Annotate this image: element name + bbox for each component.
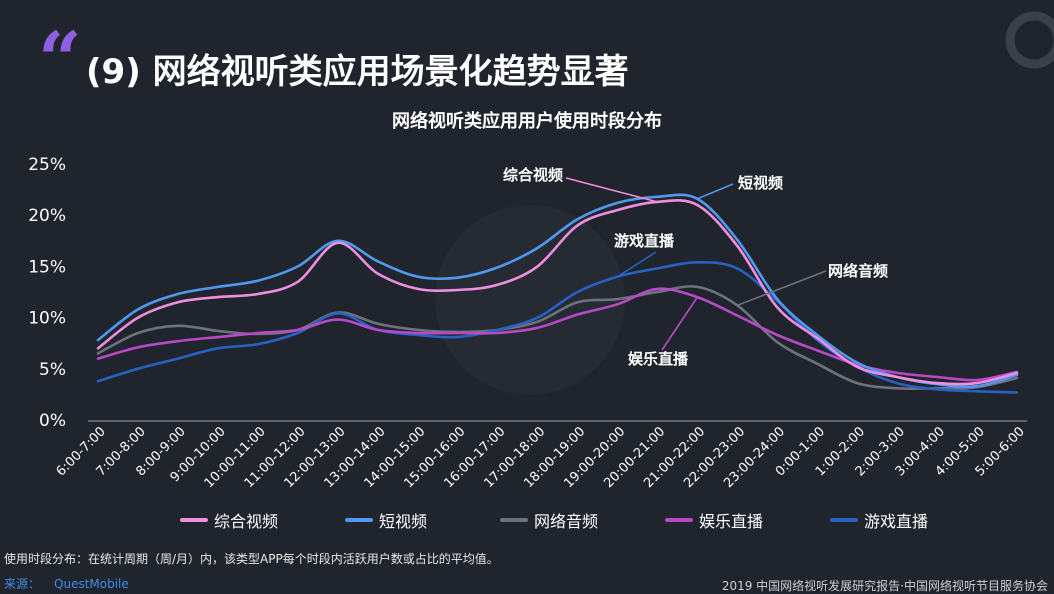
annotation-connector: [697, 183, 734, 200]
legend-swatch: [180, 518, 208, 522]
annotation-label: 综合视频: [503, 166, 563, 184]
annotation-connector: [565, 177, 658, 203]
legend-label: 游戏直播: [864, 512, 929, 531]
series-line-2: [96, 193, 1019, 389]
source-label: 来源：: [4, 577, 41, 591]
chart-legend: 综合视频 短视频 网络音频 娱乐直播 游戏直播: [0, 508, 1054, 532]
annotation-label: 短视频: [738, 174, 783, 192]
legend-label: 娱乐直播: [699, 512, 764, 531]
annotation-label: 娱乐直播: [628, 350, 689, 368]
legend-label: 短视频: [379, 512, 428, 531]
y-tick-label: 10%: [28, 309, 66, 329]
quote-icon: “: [38, 15, 82, 104]
footnote: 使用时段分布：在统计周期（周/月）内，该类型APP每个时段内活跃用户数或占比的平…: [4, 552, 499, 566]
source-name: QuestMobile: [54, 577, 129, 591]
legend-item-duanshipin: 短视频: [345, 508, 427, 532]
legend-item-wangluoyinpin: 网络音频: [500, 508, 598, 532]
legend-item-youxizhibo: 游戏直播: [830, 508, 928, 532]
annotation-connector: [661, 296, 699, 351]
chart-title: 网络视听类应用用户使用时段分布: [392, 111, 662, 132]
legend-label: 网络音频: [534, 512, 599, 531]
annotation-label: 网络音频: [828, 262, 888, 280]
annotation-connector: [737, 270, 827, 307]
copyright: 2019 中国网络视听发展研究报告·中国网络视听节目服务协会: [721, 579, 1048, 593]
line-chart: 0%5%10%15%20%25%6:00-7:007:00-8:008:00-9…: [28, 155, 1028, 491]
series-line-4: [96, 287, 1019, 382]
legend-swatch: [345, 518, 373, 522]
legend-item-yulezhibo: 娱乐直播: [665, 508, 763, 532]
page-title: (9) 网络视听类应用场景化趋势显著: [86, 52, 629, 92]
series-line-1: [96, 199, 1019, 386]
source-line: 来源： QuestMobile: [4, 575, 143, 592]
y-tick-label: 25%: [28, 155, 66, 175]
y-tick-label: 20%: [28, 206, 66, 226]
annotation-connector: [617, 251, 657, 278]
y-tick-label: 5%: [39, 360, 66, 380]
legend-swatch: [665, 518, 693, 522]
legend-item-zonghe: 综合视频: [180, 508, 278, 532]
legend-swatch: [830, 518, 858, 522]
y-tick-label: 0%: [39, 411, 66, 431]
legend-label: 综合视频: [214, 512, 279, 531]
annotation-label: 游戏直播: [614, 232, 675, 250]
y-tick-label: 15%: [28, 257, 66, 277]
legend-swatch: [500, 518, 528, 522]
